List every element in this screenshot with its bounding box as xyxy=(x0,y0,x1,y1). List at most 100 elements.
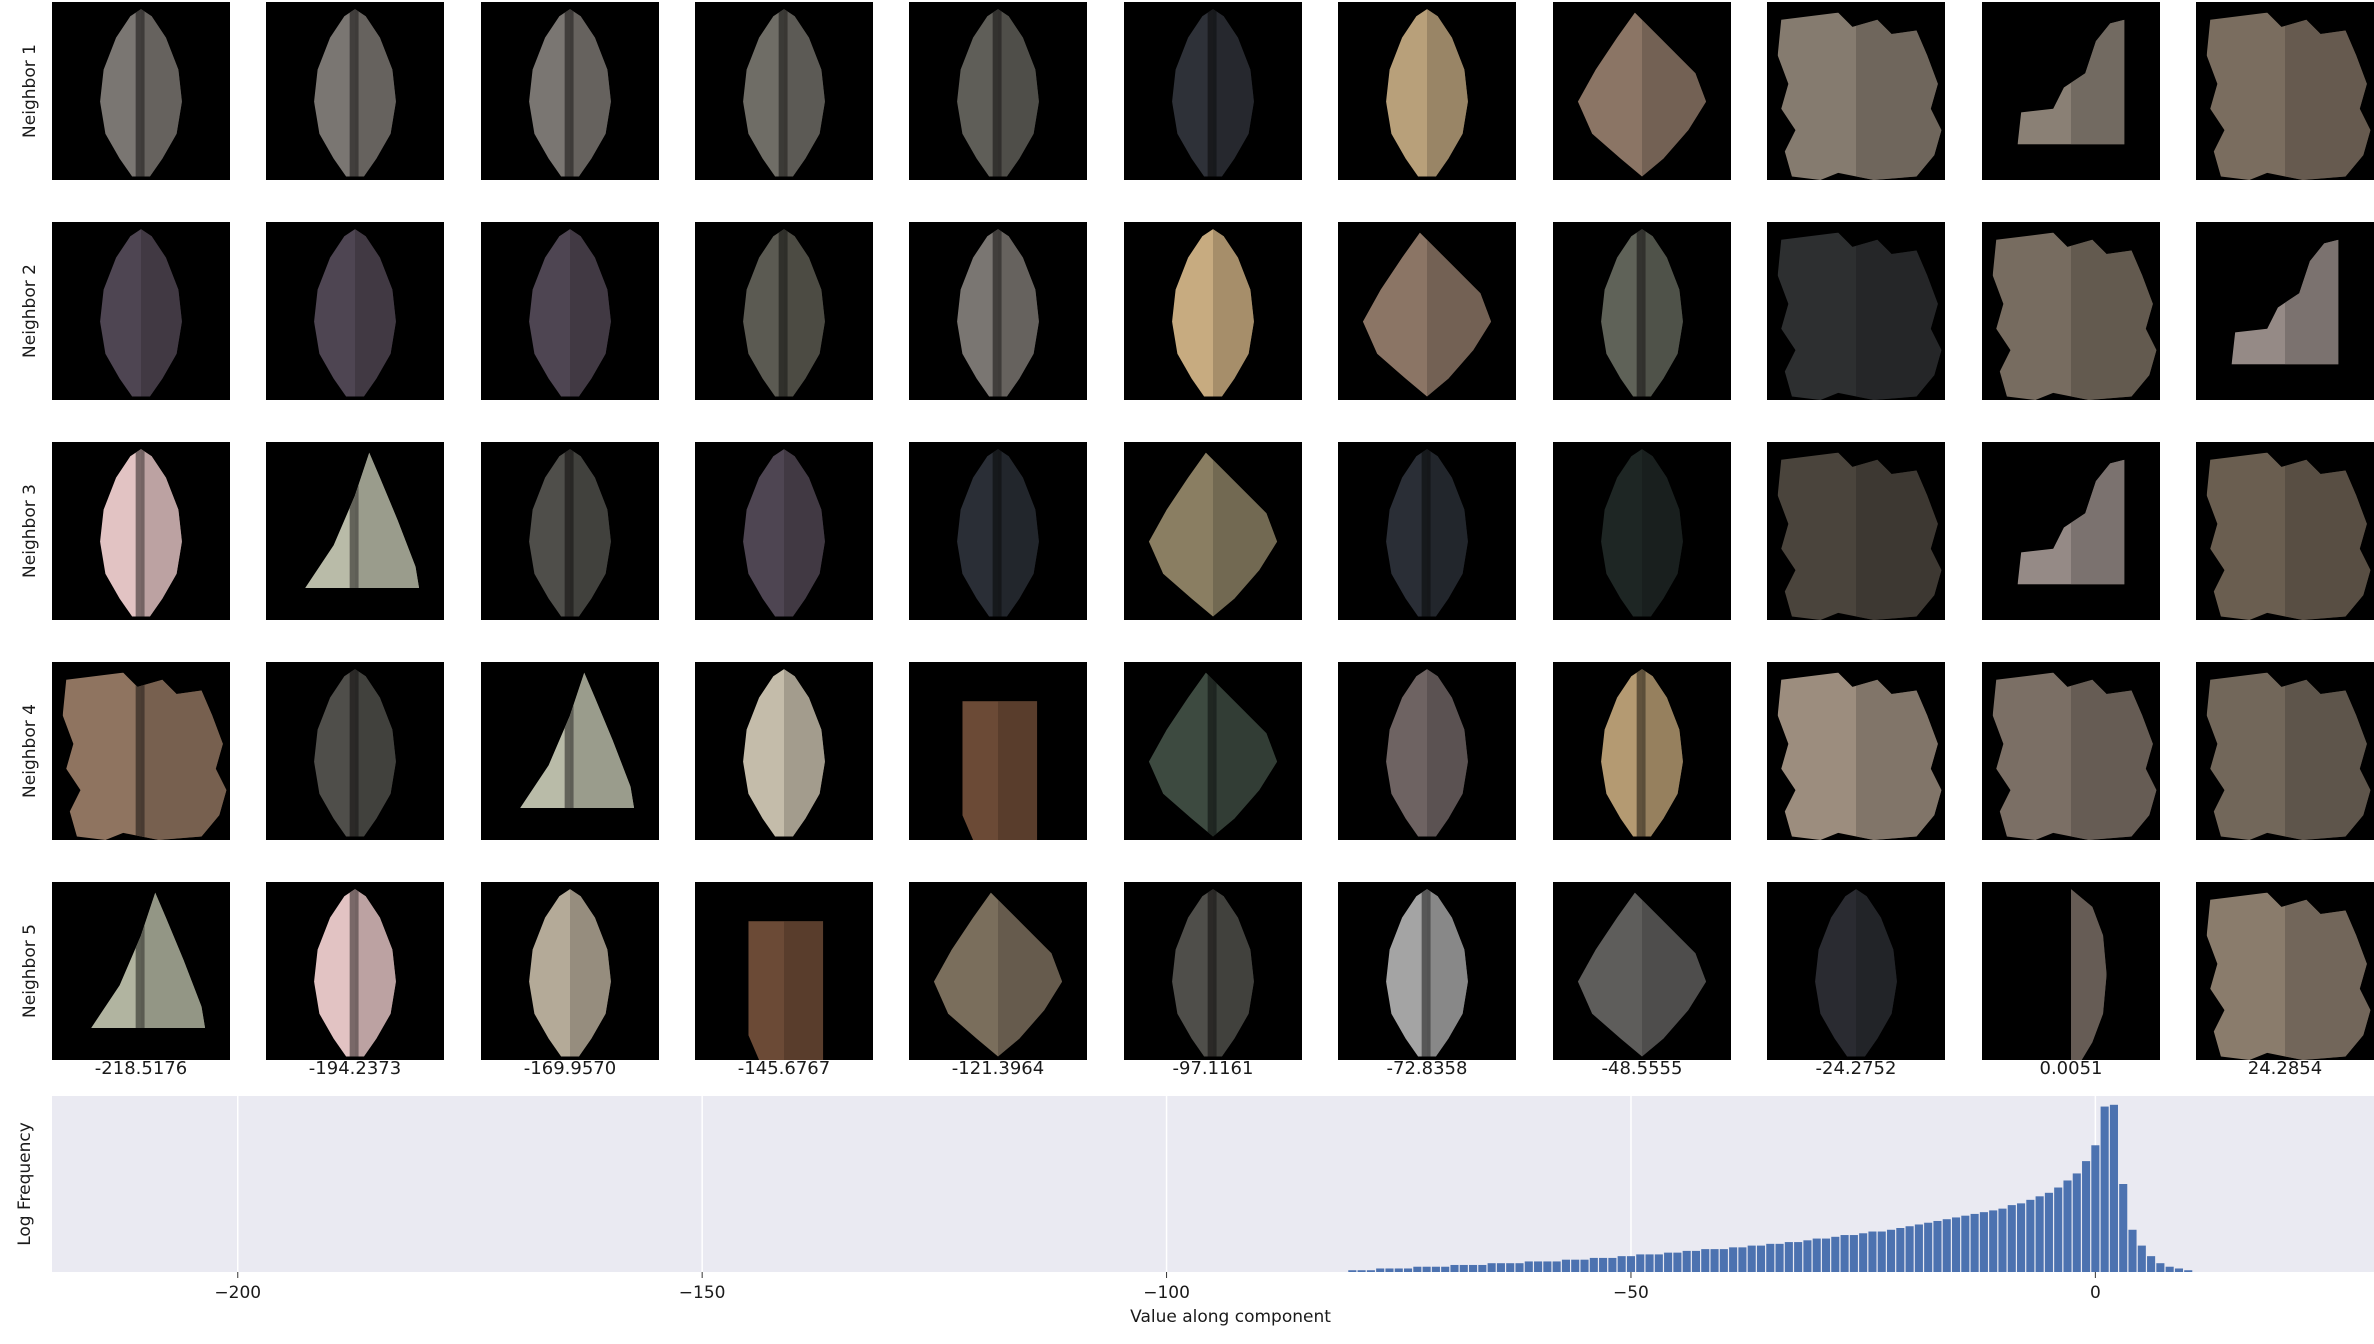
histogram-bar xyxy=(1756,1245,1766,1272)
histogram-bar xyxy=(1924,1222,1933,1272)
patch-image xyxy=(1601,669,1683,837)
patch-image xyxy=(1777,672,1942,840)
histogram-bar xyxy=(1534,1261,1543,1272)
neighbor-patch-r5-c8 xyxy=(1553,882,1731,1060)
neighbor-patch-r1-c9 xyxy=(1767,2,1945,180)
neighbor-patch-r3-c7 xyxy=(1338,442,1516,620)
neighbor-patch-r2-c6 xyxy=(1124,222,1302,400)
patch-image xyxy=(933,892,1063,1057)
histogram-bar xyxy=(2165,1266,2174,1272)
patch-image xyxy=(2017,19,2125,145)
neighbor-patch-r4-c5 xyxy=(909,662,1087,840)
patch-image xyxy=(743,669,825,837)
histogram-bar xyxy=(1886,1229,1896,1272)
histogram-panel: −200 −150 −100 −50 0 Value along component Log… xyxy=(0,1090,2374,1344)
neighbor-patch-r5-c7 xyxy=(1338,882,1516,1060)
neighbor-patch-r4-c10 xyxy=(1982,662,2160,840)
histogram-bar xyxy=(2054,1187,2063,1272)
neighbor-patch-r1-c10 xyxy=(1982,2,2160,180)
patch-image xyxy=(957,229,1039,397)
neighbor-patch-r4-c7 xyxy=(1338,662,1516,840)
histogram-bar xyxy=(2082,1161,2091,1272)
patch-image xyxy=(1601,229,1683,397)
histogram-bar xyxy=(1394,1268,1403,1272)
patch-image xyxy=(529,889,611,1057)
neighbor-patch-r3-c9 xyxy=(1767,442,1945,620)
histogram-bar xyxy=(1905,1226,1914,1272)
column-value-label: -194.2373 xyxy=(308,1058,402,1079)
histogram-bar xyxy=(1357,1270,1366,1272)
row-label-text: Neighbor 5 xyxy=(20,924,40,1018)
patch-image xyxy=(2206,452,2371,620)
neighbor-image-grid: Neighbor 1 Neighbor 2 Neighbor 3 Neighbor 4… xyxy=(10,2,2374,1079)
histogram-bar xyxy=(2119,1184,2128,1272)
histogram-bar xyxy=(2007,1205,2016,1272)
column-value-label: -121.3964 xyxy=(951,1058,1045,1079)
histogram-bar xyxy=(2156,1263,2165,1272)
histogram-bar xyxy=(1561,1259,1570,1272)
x-tick-label: −200 xyxy=(214,1283,261,1303)
row-label-neighbor-5: Neighbor 5 xyxy=(10,882,50,1060)
histogram-bar xyxy=(2044,1192,2053,1272)
patch-image xyxy=(2206,892,2371,1060)
histogram-bar xyxy=(1710,1249,1719,1272)
histogram-bar xyxy=(1942,1219,1951,1272)
patch-image xyxy=(2231,239,2339,365)
column-value-label: -72.8358 xyxy=(1386,1058,1468,1079)
histogram-bar xyxy=(1654,1254,1663,1272)
histogram-bar xyxy=(1589,1257,1598,1272)
patch-image xyxy=(1577,12,1707,177)
column-value-label: -218.5176 xyxy=(94,1058,188,1079)
histogram-bar xyxy=(1775,1243,1784,1272)
neighbor-patch-r4-c4 xyxy=(695,662,873,840)
histogram-bar xyxy=(1961,1215,1970,1272)
histogram-bar xyxy=(1803,1240,1812,1272)
patch-image xyxy=(314,229,396,397)
column-value-label: -24.2752 xyxy=(1815,1058,1897,1079)
histogram-bar xyxy=(1691,1250,1701,1272)
histogram-bar xyxy=(1459,1264,1468,1272)
histogram-bar xyxy=(1376,1268,1385,1272)
histogram-bar xyxy=(1868,1231,1877,1272)
patch-image xyxy=(1386,889,1468,1057)
neighbor-patch-r4-c1 xyxy=(52,662,230,840)
patch-image xyxy=(743,9,825,177)
patch-image xyxy=(2071,889,2107,1060)
column-value-label: -97.1161 xyxy=(1172,1058,1254,1079)
histogram-bar xyxy=(1849,1235,1858,1272)
histogram-bar xyxy=(1496,1263,1505,1272)
histogram-bar xyxy=(1877,1231,1886,1272)
neighbor-patch-r5-c11 xyxy=(2196,882,2374,1060)
column-value-label: 24.2854 xyxy=(2247,1058,2323,1079)
neighbor-patch-r2-c8 xyxy=(1553,222,1731,400)
patch-image xyxy=(2206,672,2371,840)
patch-image xyxy=(957,9,1039,177)
patch-image xyxy=(100,229,182,397)
patch-image xyxy=(100,9,182,177)
histogram-bar xyxy=(1506,1263,1515,1272)
histogram-bar xyxy=(1794,1242,1803,1272)
histogram-bar xyxy=(1487,1263,1496,1272)
histogram-bar xyxy=(2184,1270,2193,1272)
patch-image xyxy=(520,672,635,808)
row-label-neighbor-1: Neighbor 1 xyxy=(10,2,50,180)
histogram-bar xyxy=(2017,1203,2026,1272)
patch-image xyxy=(62,672,227,840)
patch-image xyxy=(100,449,182,617)
neighbor-patch-r1-c4 xyxy=(695,2,873,180)
patch-image xyxy=(1362,232,1492,397)
histogram-bar xyxy=(1738,1247,1747,1272)
patch-image xyxy=(1992,232,2157,400)
patch-image xyxy=(743,229,825,397)
patch-image xyxy=(1148,452,1278,617)
plot-background xyxy=(52,1096,2374,1272)
column-value-label: -145.6767 xyxy=(737,1058,831,1079)
neighbor-patch-r2-c10 xyxy=(1982,222,2160,400)
neighbor-patch-r5-c10 xyxy=(1982,882,2160,1060)
patch-image xyxy=(314,669,396,837)
column-value-label: 0.0051 xyxy=(2039,1058,2103,1079)
histogram-bar xyxy=(1626,1256,1636,1272)
histogram-bar xyxy=(1859,1233,1868,1272)
patch-image xyxy=(529,449,611,617)
histogram-bar xyxy=(1998,1208,2007,1272)
